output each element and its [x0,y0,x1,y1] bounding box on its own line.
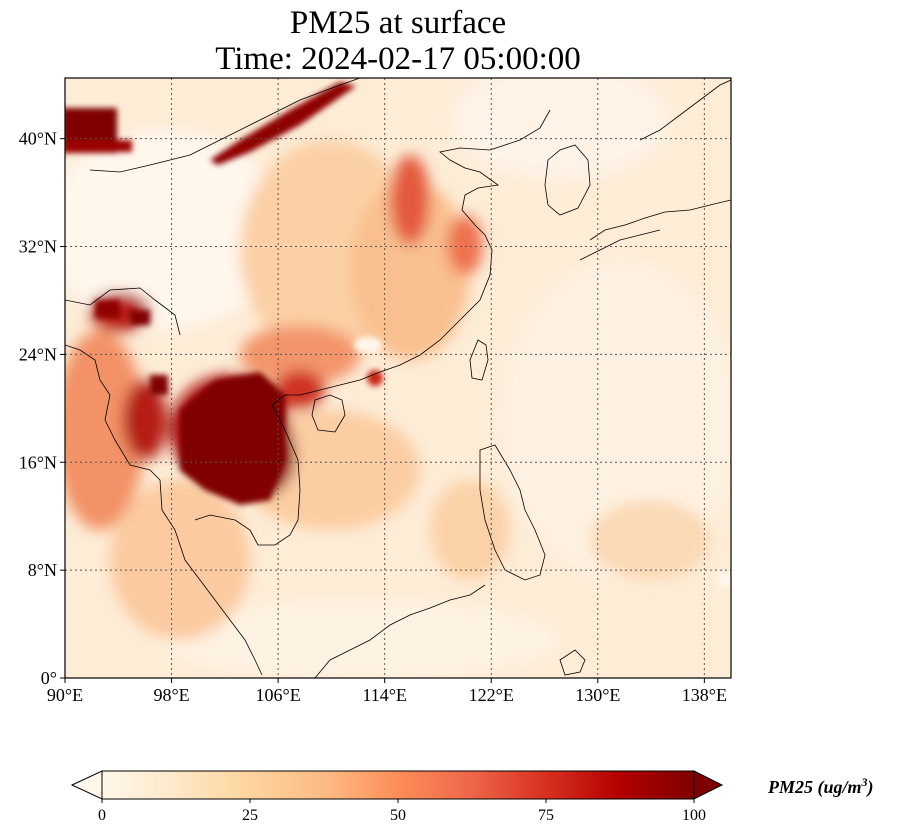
lon-tick-label: 98°E [153,685,189,705]
lon-tick-label: 90°E [47,685,83,705]
coast-japan-south [589,199,731,241]
map-title: PM25 at surface [289,5,507,41]
colorbar-title: PM25 (ug/m3) [767,775,874,798]
graticule [65,78,731,678]
coast-korea [544,144,591,216]
colorbar: 0 25 50 75 100 PM25 (ug/m3) [70,770,874,824]
coastlines [65,78,731,678]
lon-tick-label: 106°E [256,685,301,705]
colorbar-tick-label: 75 [538,807,554,824]
coast-taiwan [469,339,489,381]
coast-japan-kyushu [579,229,661,261]
lon-tick-label: 138°E [682,685,727,705]
map-frame [64,77,732,679]
coast-philippines [479,444,546,581]
colorbar-extend-max [693,770,724,800]
coast-burma-malay [65,344,263,676]
colorbar-tick-label: 25 [242,807,258,824]
lon-tick-label: 114°E [362,685,407,705]
coast-japan-north [639,79,731,141]
coast-sulawesi [559,649,586,676]
lat-tick-label: 8°N [28,560,57,580]
border-north-india [65,287,181,336]
coast-china [194,109,551,546]
colorbar-ticks: 0 25 50 75 100 [98,799,706,824]
lat-tick-label: 24°N [19,344,57,364]
lat-tick-label: 0° [41,668,57,688]
coast-borneo [314,584,486,678]
colorbar-tick-label: 50 [390,807,406,824]
lat-tick-label: 16°N [19,452,57,472]
axis-ticks: 90°E 98°E 106°E 114°E 122°E 130°E 138°E 0° 8°N 16… [19,129,727,705]
pm25-field [65,78,731,678]
border-mongolia [89,78,361,173]
map-timestamp: Time: 2024-02-17 05:00:00 [215,41,581,77]
colorbar-tick-label: 0 [98,807,106,824]
coast-hainan [311,394,346,433]
lon-tick-label: 122°E [469,685,514,705]
lat-tick-label: 32°N [19,237,57,257]
lon-tick-label: 130°E [575,685,620,705]
pm25-hotspots [65,82,731,588]
lat-tick-label: 40°N [19,129,57,149]
colorbar-extend-min [70,770,103,800]
colorbar-tick-label: 100 [682,807,706,824]
colorbar-gradient [102,771,694,799]
